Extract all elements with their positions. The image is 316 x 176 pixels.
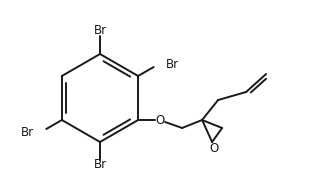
Text: Br: Br — [94, 159, 106, 171]
Text: Br: Br — [166, 58, 179, 71]
Text: O: O — [155, 114, 165, 127]
Text: O: O — [210, 142, 219, 155]
Text: Br: Br — [21, 125, 34, 139]
Text: Br: Br — [94, 24, 106, 37]
